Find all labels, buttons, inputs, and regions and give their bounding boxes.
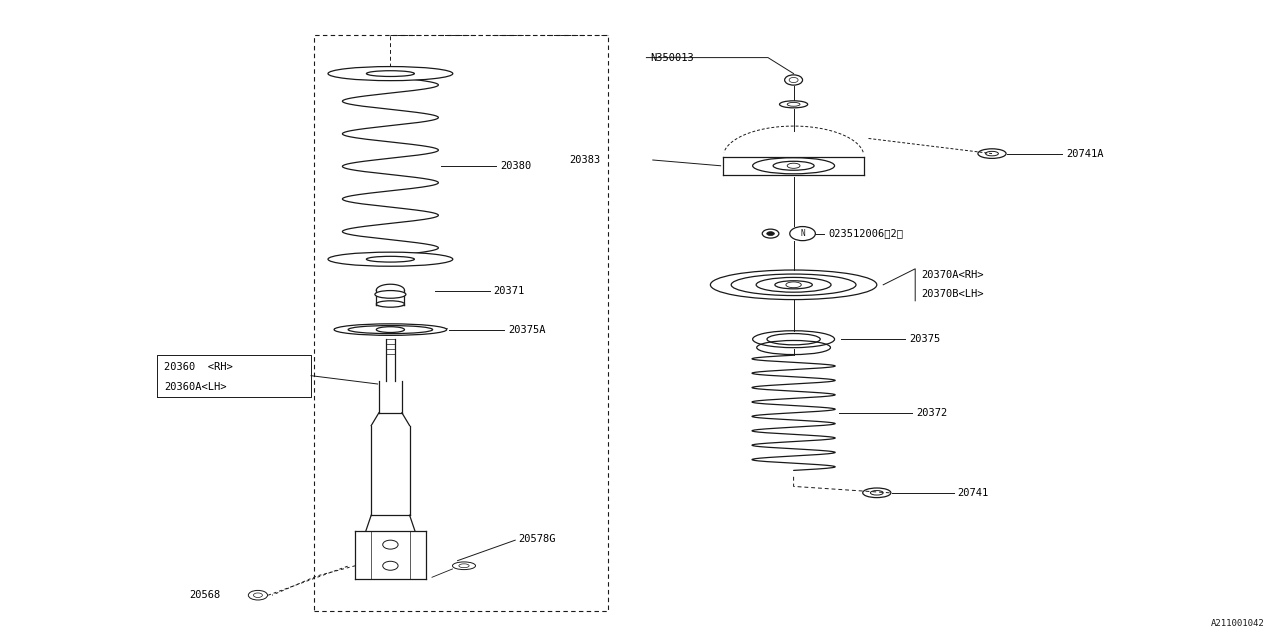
Text: 20360A<LH>: 20360A<LH>: [164, 382, 227, 392]
Text: 20578G: 20578G: [517, 534, 556, 544]
Text: 20741: 20741: [957, 488, 988, 498]
Ellipse shape: [863, 488, 891, 498]
Ellipse shape: [328, 252, 453, 266]
Text: 20360  <RH>: 20360 <RH>: [164, 362, 233, 372]
Text: N350013: N350013: [650, 52, 694, 63]
Text: 20372: 20372: [916, 408, 947, 418]
Text: 20380: 20380: [499, 161, 531, 172]
Text: 023512006（2）: 023512006（2）: [828, 228, 904, 239]
Ellipse shape: [790, 227, 815, 241]
Ellipse shape: [334, 324, 447, 335]
Text: 20383: 20383: [570, 155, 600, 165]
Ellipse shape: [767, 232, 774, 236]
Text: 20370A<RH>: 20370A<RH>: [922, 270, 984, 280]
Text: N: N: [800, 229, 805, 238]
Bar: [314, 35, 608, 611]
Ellipse shape: [780, 101, 808, 108]
Text: 20371: 20371: [494, 286, 525, 296]
Ellipse shape: [978, 149, 1006, 159]
Ellipse shape: [375, 291, 406, 298]
Ellipse shape: [328, 67, 453, 81]
Text: A211001042: A211001042: [1211, 620, 1265, 628]
Text: 20375: 20375: [909, 334, 940, 344]
Text: 20568: 20568: [188, 590, 220, 600]
Text: 20375A: 20375A: [508, 324, 545, 335]
Text: 20741A: 20741A: [1066, 148, 1103, 159]
Ellipse shape: [348, 326, 433, 333]
Text: 20370B<LH>: 20370B<LH>: [922, 289, 984, 300]
Ellipse shape: [376, 301, 404, 307]
